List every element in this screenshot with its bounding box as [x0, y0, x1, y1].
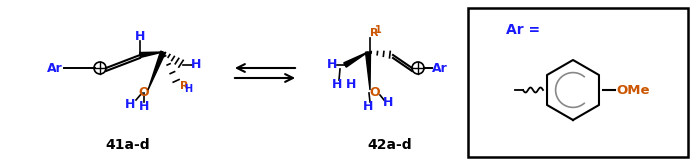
Text: H: H: [332, 79, 342, 92]
Text: H: H: [383, 96, 393, 109]
Polygon shape: [148, 51, 165, 90]
Text: R: R: [180, 81, 188, 91]
Text: H: H: [135, 31, 145, 44]
FancyBboxPatch shape: [468, 8, 688, 157]
Polygon shape: [366, 52, 370, 90]
Text: H: H: [191, 59, 201, 71]
Text: O: O: [370, 85, 380, 99]
Text: H: H: [346, 79, 357, 92]
Polygon shape: [344, 52, 368, 67]
Text: 42a-d: 42a-d: [368, 138, 412, 152]
Polygon shape: [140, 52, 163, 57]
Text: Ar =: Ar =: [506, 23, 540, 37]
Text: O: O: [139, 85, 149, 99]
Text: 1: 1: [375, 25, 382, 35]
Text: Ar: Ar: [47, 62, 63, 75]
Text: 41a-d: 41a-d: [106, 138, 150, 152]
Text: H: H: [125, 98, 136, 111]
Text: H: H: [184, 84, 192, 94]
Text: R: R: [370, 28, 379, 38]
Text: H: H: [139, 100, 149, 114]
Text: H: H: [327, 59, 337, 71]
Text: OMe: OMe: [616, 83, 650, 97]
Text: Ar: Ar: [432, 62, 448, 75]
Text: H: H: [363, 100, 373, 114]
